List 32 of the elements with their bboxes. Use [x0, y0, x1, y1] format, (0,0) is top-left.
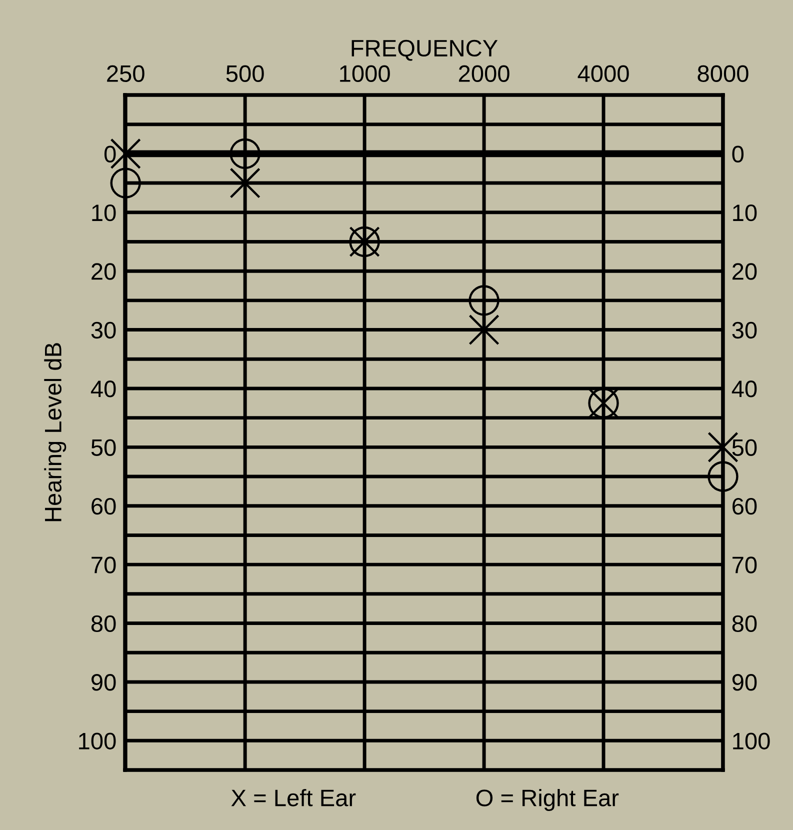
y-tick-label: 40: [90, 380, 116, 398]
y-tick-label: 50: [91, 439, 116, 456]
y-tick-label: 100: [79, 732, 116, 750]
y2-tick-label: 80: [732, 615, 757, 632]
x-tick-label: 2000: [458, 65, 510, 82]
y-axis-title: Hearing Level dB: [44, 343, 66, 522]
y-tick-label: 60: [92, 498, 116, 515]
y-tick-label: 30: [91, 322, 116, 339]
y2-tick-label: 0: [732, 146, 744, 162]
x-tick-label: 1000: [340, 65, 390, 82]
x-tick-label: 4000: [578, 65, 629, 82]
x-tick-label: 250: [107, 65, 144, 82]
y2-tick-label: 40: [732, 380, 757, 398]
y2-tick-label: 100: [733, 732, 770, 750]
y2-tick-label: 50: [732, 439, 757, 456]
y-tick-label: 10: [92, 204, 116, 222]
text: O = Right Ear: [476, 788, 619, 812]
y2-tick-label: 90: [732, 674, 757, 691]
y2-tick-label: 70: [732, 556, 757, 574]
y-tick-label: 70: [92, 556, 116, 574]
y2-tick-label: 20: [732, 263, 757, 280]
y2-tick-label: 30: [732, 322, 757, 339]
text: X = Left Ear: [231, 789, 356, 806]
x-tick-label: 8000: [698, 65, 748, 82]
y-tick-label: 20: [92, 263, 116, 280]
y-tick-label: 0: [104, 146, 116, 162]
x-tick-label: 500: [226, 65, 264, 82]
x-axis-title: FREQUENCY: [352, 40, 498, 61]
y-tick-label: 90: [92, 674, 116, 691]
y2-tick-label: 10: [733, 204, 757, 222]
y2-tick-label: 60: [732, 498, 757, 515]
y-tick-label: 80: [91, 615, 116, 632]
